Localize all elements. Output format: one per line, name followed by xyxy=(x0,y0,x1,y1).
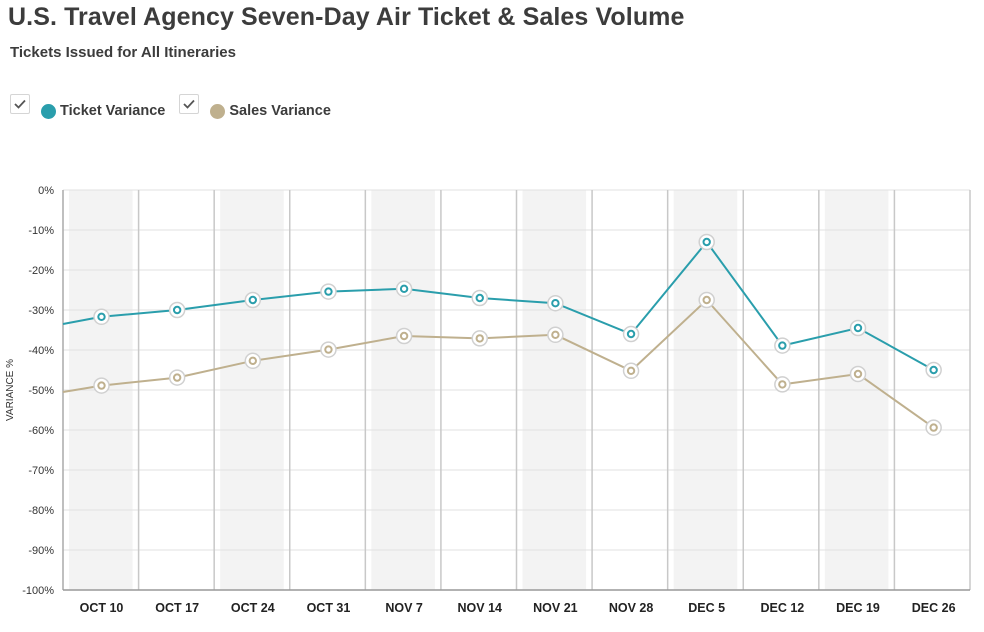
x-tick-label: NOV 21 xyxy=(533,601,578,615)
data-point-ticket xyxy=(778,341,787,350)
data-point-sales xyxy=(97,381,106,390)
y-tick-label: -30% xyxy=(28,305,54,317)
x-tick-label: DEC 26 xyxy=(912,601,956,615)
y-tick-label: -70% xyxy=(28,465,54,477)
check-icon xyxy=(14,99,26,109)
x-tick-label: NOV 7 xyxy=(385,601,423,615)
sales-variance-checkbox[interactable] xyxy=(179,94,200,114)
data-point-ticket xyxy=(97,312,106,321)
x-tick-label: OCT 24 xyxy=(231,601,275,615)
chart-title: U.S. Travel Agency Seven-Day Air Ticket … xyxy=(8,3,685,31)
data-point-ticket xyxy=(853,323,863,333)
y-tick-label: -60% xyxy=(28,425,54,437)
data-point-ticket xyxy=(248,295,258,305)
data-point-sales xyxy=(475,334,484,343)
y-tick-label: -90% xyxy=(28,545,54,557)
data-point-sales xyxy=(399,331,409,341)
data-point-ticket xyxy=(551,299,560,308)
legend-label-ticket-variance: Ticket Variance xyxy=(60,103,166,119)
check-icon xyxy=(183,99,196,109)
data-point-ticket xyxy=(172,305,182,315)
y-tick-label: -80% xyxy=(28,505,54,517)
data-point-ticket xyxy=(324,287,333,296)
y-tick-label: -50% xyxy=(28,385,54,397)
series-line-ticket-variance xyxy=(62,240,935,371)
x-tick-label: DEC 12 xyxy=(760,601,804,615)
y-tick-label: 0% xyxy=(38,185,54,197)
series-line-sales-variance xyxy=(62,298,935,429)
data-point-sales xyxy=(626,366,636,375)
ticket-variance-swatch xyxy=(41,103,56,119)
x-tick-label: DEC 5 xyxy=(688,601,725,615)
y-axis-label: VARIANCE % xyxy=(5,359,16,421)
y-tick-label: -10% xyxy=(28,225,54,237)
sales-variance-swatch xyxy=(210,103,226,119)
legend-item-sales-variance[interactable]: Sales Variance xyxy=(179,94,331,121)
data-point-sales xyxy=(853,369,863,379)
x-tick-label: DEC 19 xyxy=(836,601,880,615)
data-point-sales xyxy=(248,356,258,365)
data-point-ticket xyxy=(929,365,938,375)
legend-label-sales-variance: Sales Variance xyxy=(229,103,331,119)
x-tick-label: OCT 17 xyxy=(155,601,199,615)
data-point-ticket xyxy=(475,293,484,303)
y-tick-label: -40% xyxy=(28,345,54,357)
y-tick-label: -100% xyxy=(22,585,54,597)
x-tick-label: OCT 31 xyxy=(307,601,351,615)
data-point-ticket xyxy=(399,284,409,293)
data-point-sales xyxy=(551,330,560,339)
data-point-sales xyxy=(324,345,333,354)
legend-item-ticket-variance[interactable]: Ticket Variance xyxy=(10,94,166,121)
data-point-ticket xyxy=(702,237,711,247)
data-point-sales xyxy=(778,380,787,389)
y-tick-label: -20% xyxy=(28,265,54,277)
data-point-ticket xyxy=(626,329,636,339)
x-tick-label: NOV 28 xyxy=(609,601,654,615)
legend: Ticket Variance Sales Variance xyxy=(10,94,345,121)
x-tick-label: OCT 10 xyxy=(80,601,124,615)
ticket-variance-checkbox[interactable] xyxy=(10,94,30,114)
data-point-sales xyxy=(702,295,711,305)
x-tick-label: NOV 14 xyxy=(458,601,503,615)
data-point-sales xyxy=(929,423,938,432)
chart-subtitle: Tickets Issued for All Itineraries xyxy=(10,44,236,61)
data-point-sales xyxy=(172,373,182,382)
